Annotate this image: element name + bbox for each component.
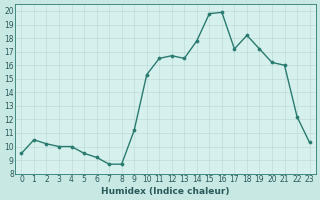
X-axis label: Humidex (Indice chaleur): Humidex (Indice chaleur) (101, 187, 230, 196)
